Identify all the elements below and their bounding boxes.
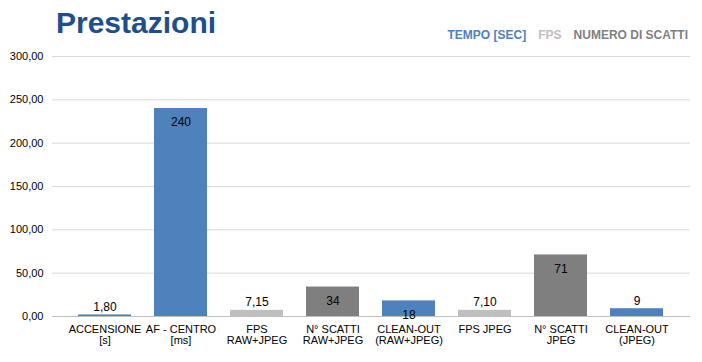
svg-text:0,00: 0,00 bbox=[22, 310, 43, 322]
svg-text:ACCENSIONE[s]: ACCENSIONE[s] bbox=[69, 323, 142, 346]
html-text:Prestazioni: Prestazioni bbox=[56, 6, 217, 39]
svg-text:AF - CENTRO[ms]: AF - CENTRO[ms] bbox=[146, 323, 217, 346]
svg-text:CLEAN-OUT(RAW+JPEG): CLEAN-OUT(RAW+JPEG) bbox=[375, 323, 443, 346]
svg-text:240: 240 bbox=[171, 115, 191, 129]
html-text:FPS: FPS bbox=[538, 28, 562, 42]
html-text:NUMERO DI SCATTI: NUMERO DI SCATTI bbox=[573, 28, 688, 42]
svg-text:9: 9 bbox=[634, 294, 641, 308]
svg-text:7,15: 7,15 bbox=[245, 295, 269, 309]
svg-text:150,00: 150,00 bbox=[10, 180, 44, 192]
svg-text:FPS JPEG: FPS JPEG bbox=[458, 323, 511, 335]
svg-text:300,00: 300,00 bbox=[10, 50, 44, 62]
svg-text:200,00: 200,00 bbox=[10, 137, 44, 149]
html-text:TEMPO [SEC]: TEMPO [SEC] bbox=[447, 28, 527, 42]
svg-text:100,00: 100,00 bbox=[10, 223, 44, 235]
svg-text:CLEAN-OUT(JPEG): CLEAN-OUT(JPEG) bbox=[605, 323, 669, 346]
svg-text:250,00: 250,00 bbox=[10, 93, 44, 105]
svg-text:7,10: 7,10 bbox=[473, 295, 497, 309]
svg-text:N° SCATTIRAW+JPEG: N° SCATTIRAW+JPEG bbox=[303, 323, 363, 346]
svg-text:N° SCATTIJPEG: N° SCATTIJPEG bbox=[534, 323, 588, 346]
svg-text:FPSRAW+JPEG: FPSRAW+JPEG bbox=[227, 323, 287, 346]
svg-text:71: 71 bbox=[554, 262, 568, 276]
svg-text:1,80: 1,80 bbox=[93, 300, 117, 314]
svg-text:34: 34 bbox=[326, 294, 340, 308]
svg-text:18: 18 bbox=[402, 308, 416, 322]
svg-text:50,00: 50,00 bbox=[16, 267, 44, 279]
